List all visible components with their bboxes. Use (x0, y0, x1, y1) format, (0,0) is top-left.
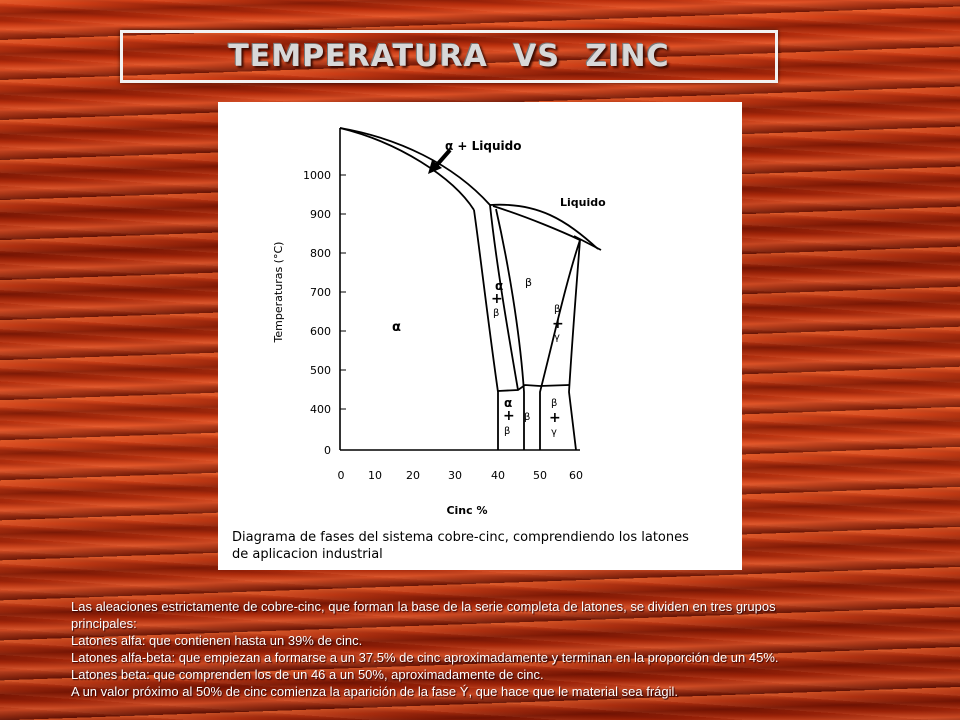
phase-boundaries (339, 127, 602, 451)
region-symbol: γ (554, 332, 560, 343)
x-tick-label: 40 (491, 469, 505, 482)
x-axis-label: Cinc % (446, 504, 487, 517)
region-symbol: β (504, 426, 510, 437)
region-label-alpha: α (392, 320, 401, 335)
x-tick-label: 50 (533, 469, 547, 482)
x-tick-label: 10 (368, 469, 382, 482)
region-symbol: γ (551, 427, 557, 438)
gamma-boundary (568, 239, 581, 451)
region-symbol: + (549, 410, 561, 426)
x-axis-ticks: 0 10 20 30 40 50 60 (338, 469, 584, 482)
x-tick-label: 20 (406, 469, 420, 482)
alpha-beta-boundary-upper (489, 204, 519, 391)
region-symbol: β (493, 308, 499, 319)
body-text-line: principales: (71, 616, 137, 631)
figure-caption-line-2: de aplicacion industrial (232, 547, 383, 562)
region-symbol: + (552, 316, 564, 332)
liquidus-tail (573, 235, 602, 251)
x-tick-label: 30 (448, 469, 462, 482)
phase-diagram-figure: 1000 900 800 700 600 500 400 0 0 10 20 3… (218, 102, 742, 570)
x-tick-label: 60 (569, 469, 583, 482)
region-label-beta-gamma-lower: β + γ (549, 398, 561, 438)
y-axis-ticks: 1000 900 800 700 600 500 400 0 (303, 169, 346, 457)
y-tick-label: 0 (324, 444, 331, 457)
body-text-line: Latones alfa-beta: que empiezan a formar… (71, 650, 779, 665)
region-label-liquid: Liquido (560, 196, 606, 209)
body-text-line: A un valor próximo al 50% de cinc comien… (71, 684, 679, 699)
region-label-beta-lower: β (524, 412, 530, 423)
region-label-beta-gamma-upper: β + γ (552, 304, 564, 343)
figure-caption-line-1: Diagrama de fases del sistema cobre-cinc… (232, 530, 689, 545)
eutectoid-line (497, 384, 570, 392)
alpha-boundary (473, 209, 499, 450)
y-tick-label: 800 (310, 247, 331, 260)
y-tick-label: 600 (310, 325, 331, 338)
slide-title: TEMPERATURA VS ZINC (228, 39, 670, 74)
region-label-alpha-beta-lower: α + β (503, 396, 515, 437)
body-text-line: Las aleaciones estrictamente de cobre-ci… (71, 599, 776, 614)
region-label-beta-upper: β (525, 276, 532, 289)
x-tick-label: 0 (338, 469, 345, 482)
region-label-alpha-liquid: α + Liquido (445, 139, 522, 153)
region-symbol: β (551, 398, 557, 409)
region-symbol: β (554, 304, 560, 315)
y-tick-label: 700 (310, 286, 331, 299)
body-text-line: Latones alfa: que contienen hasta un 39%… (71, 633, 363, 648)
liquidus-curve (339, 127, 491, 206)
beta-boundary-right (539, 239, 581, 450)
body-text-line: Latones beta: que comprenden los de un 4… (71, 667, 544, 682)
slide-title-frame: TEMPERATURA VS ZINC (120, 30, 778, 83)
solidus-curve (339, 127, 475, 211)
y-tick-label: 400 (310, 403, 331, 416)
y-axis-label: Temperaturas (°C) (272, 242, 285, 344)
region-symbol: + (491, 291, 503, 307)
region-symbol: + (503, 408, 515, 424)
liquidus-curve-right (489, 203, 599, 250)
phase-diagram-svg: 1000 900 800 700 600 500 400 0 0 10 20 3… (232, 127, 689, 562)
body-text-block: Las aleaciones estrictamente de cobre-ci… (71, 598, 891, 700)
region-symbol: α (495, 279, 503, 293)
y-tick-label: 900 (310, 208, 331, 221)
region-label-alpha-beta-upper: α + β (491, 279, 503, 319)
beta-boundary-left (495, 208, 525, 450)
y-tick-label: 500 (310, 364, 331, 377)
y-tick-label: 1000 (303, 169, 331, 182)
region-symbol: α (504, 396, 512, 410)
beta-solidus (492, 205, 581, 241)
arrow-icon (428, 148, 452, 174)
